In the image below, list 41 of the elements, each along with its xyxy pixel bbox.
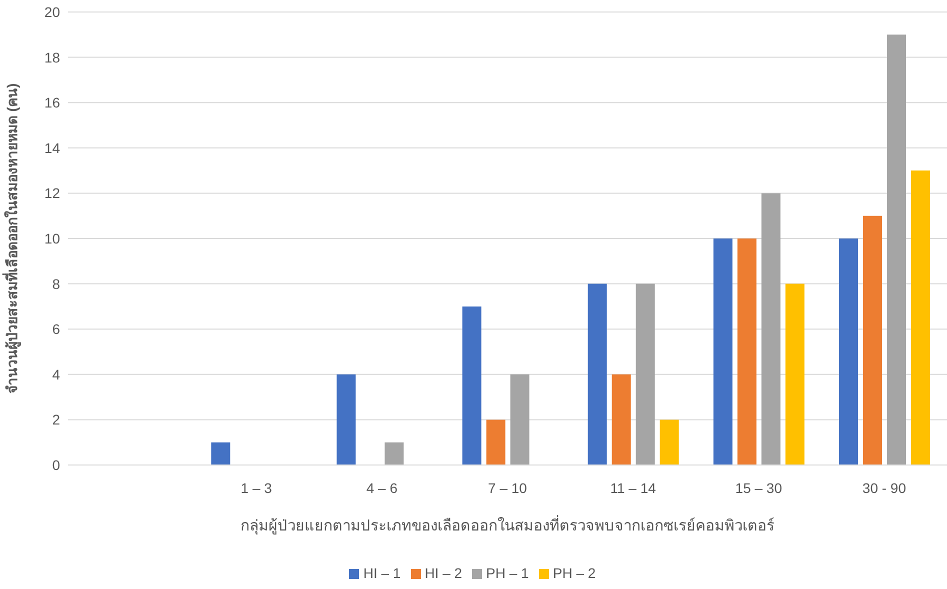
y-tick-label: 6 bbox=[52, 321, 60, 338]
legend-label: HI – 2 bbox=[424, 565, 462, 581]
x-tick-label: 11 – 14 bbox=[610, 480, 656, 496]
y-tick-label: 4 bbox=[52, 366, 60, 382]
legend-label: HI – 1 bbox=[363, 565, 401, 581]
x-tick-label: 4 – 6 bbox=[366, 480, 398, 496]
x-tick-label: 30 - 90 bbox=[862, 480, 906, 496]
bar bbox=[588, 284, 607, 465]
bar bbox=[336, 374, 356, 465]
bar bbox=[462, 306, 482, 465]
bar bbox=[911, 170, 930, 465]
bar bbox=[713, 238, 732, 465]
y-tick-label: 16 bbox=[44, 94, 60, 111]
x-tick-label: 15 – 30 bbox=[735, 480, 782, 496]
bar bbox=[486, 420, 506, 465]
bar bbox=[737, 238, 756, 465]
y-tick-label: 0 bbox=[52, 456, 60, 473]
bar bbox=[863, 216, 882, 465]
bar bbox=[636, 284, 655, 465]
bar bbox=[612, 374, 631, 465]
bar bbox=[510, 374, 530, 465]
bar bbox=[785, 284, 804, 465]
bar bbox=[887, 34, 906, 465]
y-tick-label: 18 bbox=[44, 49, 60, 66]
y-tick-label: 10 bbox=[44, 230, 60, 246]
x-tick-label: 7 – 10 bbox=[488, 480, 528, 496]
y-tick-label: 8 bbox=[52, 276, 60, 292]
bar bbox=[660, 420, 679, 465]
y-tick-label: 20 bbox=[44, 4, 60, 20]
x-tick-label: 1 – 3 bbox=[240, 480, 272, 496]
legend-label: PH – 1 bbox=[486, 565, 529, 581]
y-axis-title: จำนวนผู้ป่วยสะสมที่เลือดออกในสมองหายหมด (คน) bbox=[2, 83, 21, 394]
bar bbox=[761, 193, 780, 465]
y-tick-label: 2 bbox=[52, 412, 60, 428]
bar bbox=[839, 238, 858, 465]
bar bbox=[211, 442, 230, 465]
bar bbox=[384, 442, 404, 465]
y-tick-label: 14 bbox=[44, 140, 60, 156]
legend-label: PH – 2 bbox=[552, 565, 596, 581]
x-axis-title: กลุ่มผู้ป่วยแยกตามประเภทของเลือดออกในสมองที่ตรวจพบจากเอกซเรย์คอมพิวเตอร์ bbox=[240, 514, 774, 536]
y-tick-label: 12 bbox=[44, 185, 60, 202]
